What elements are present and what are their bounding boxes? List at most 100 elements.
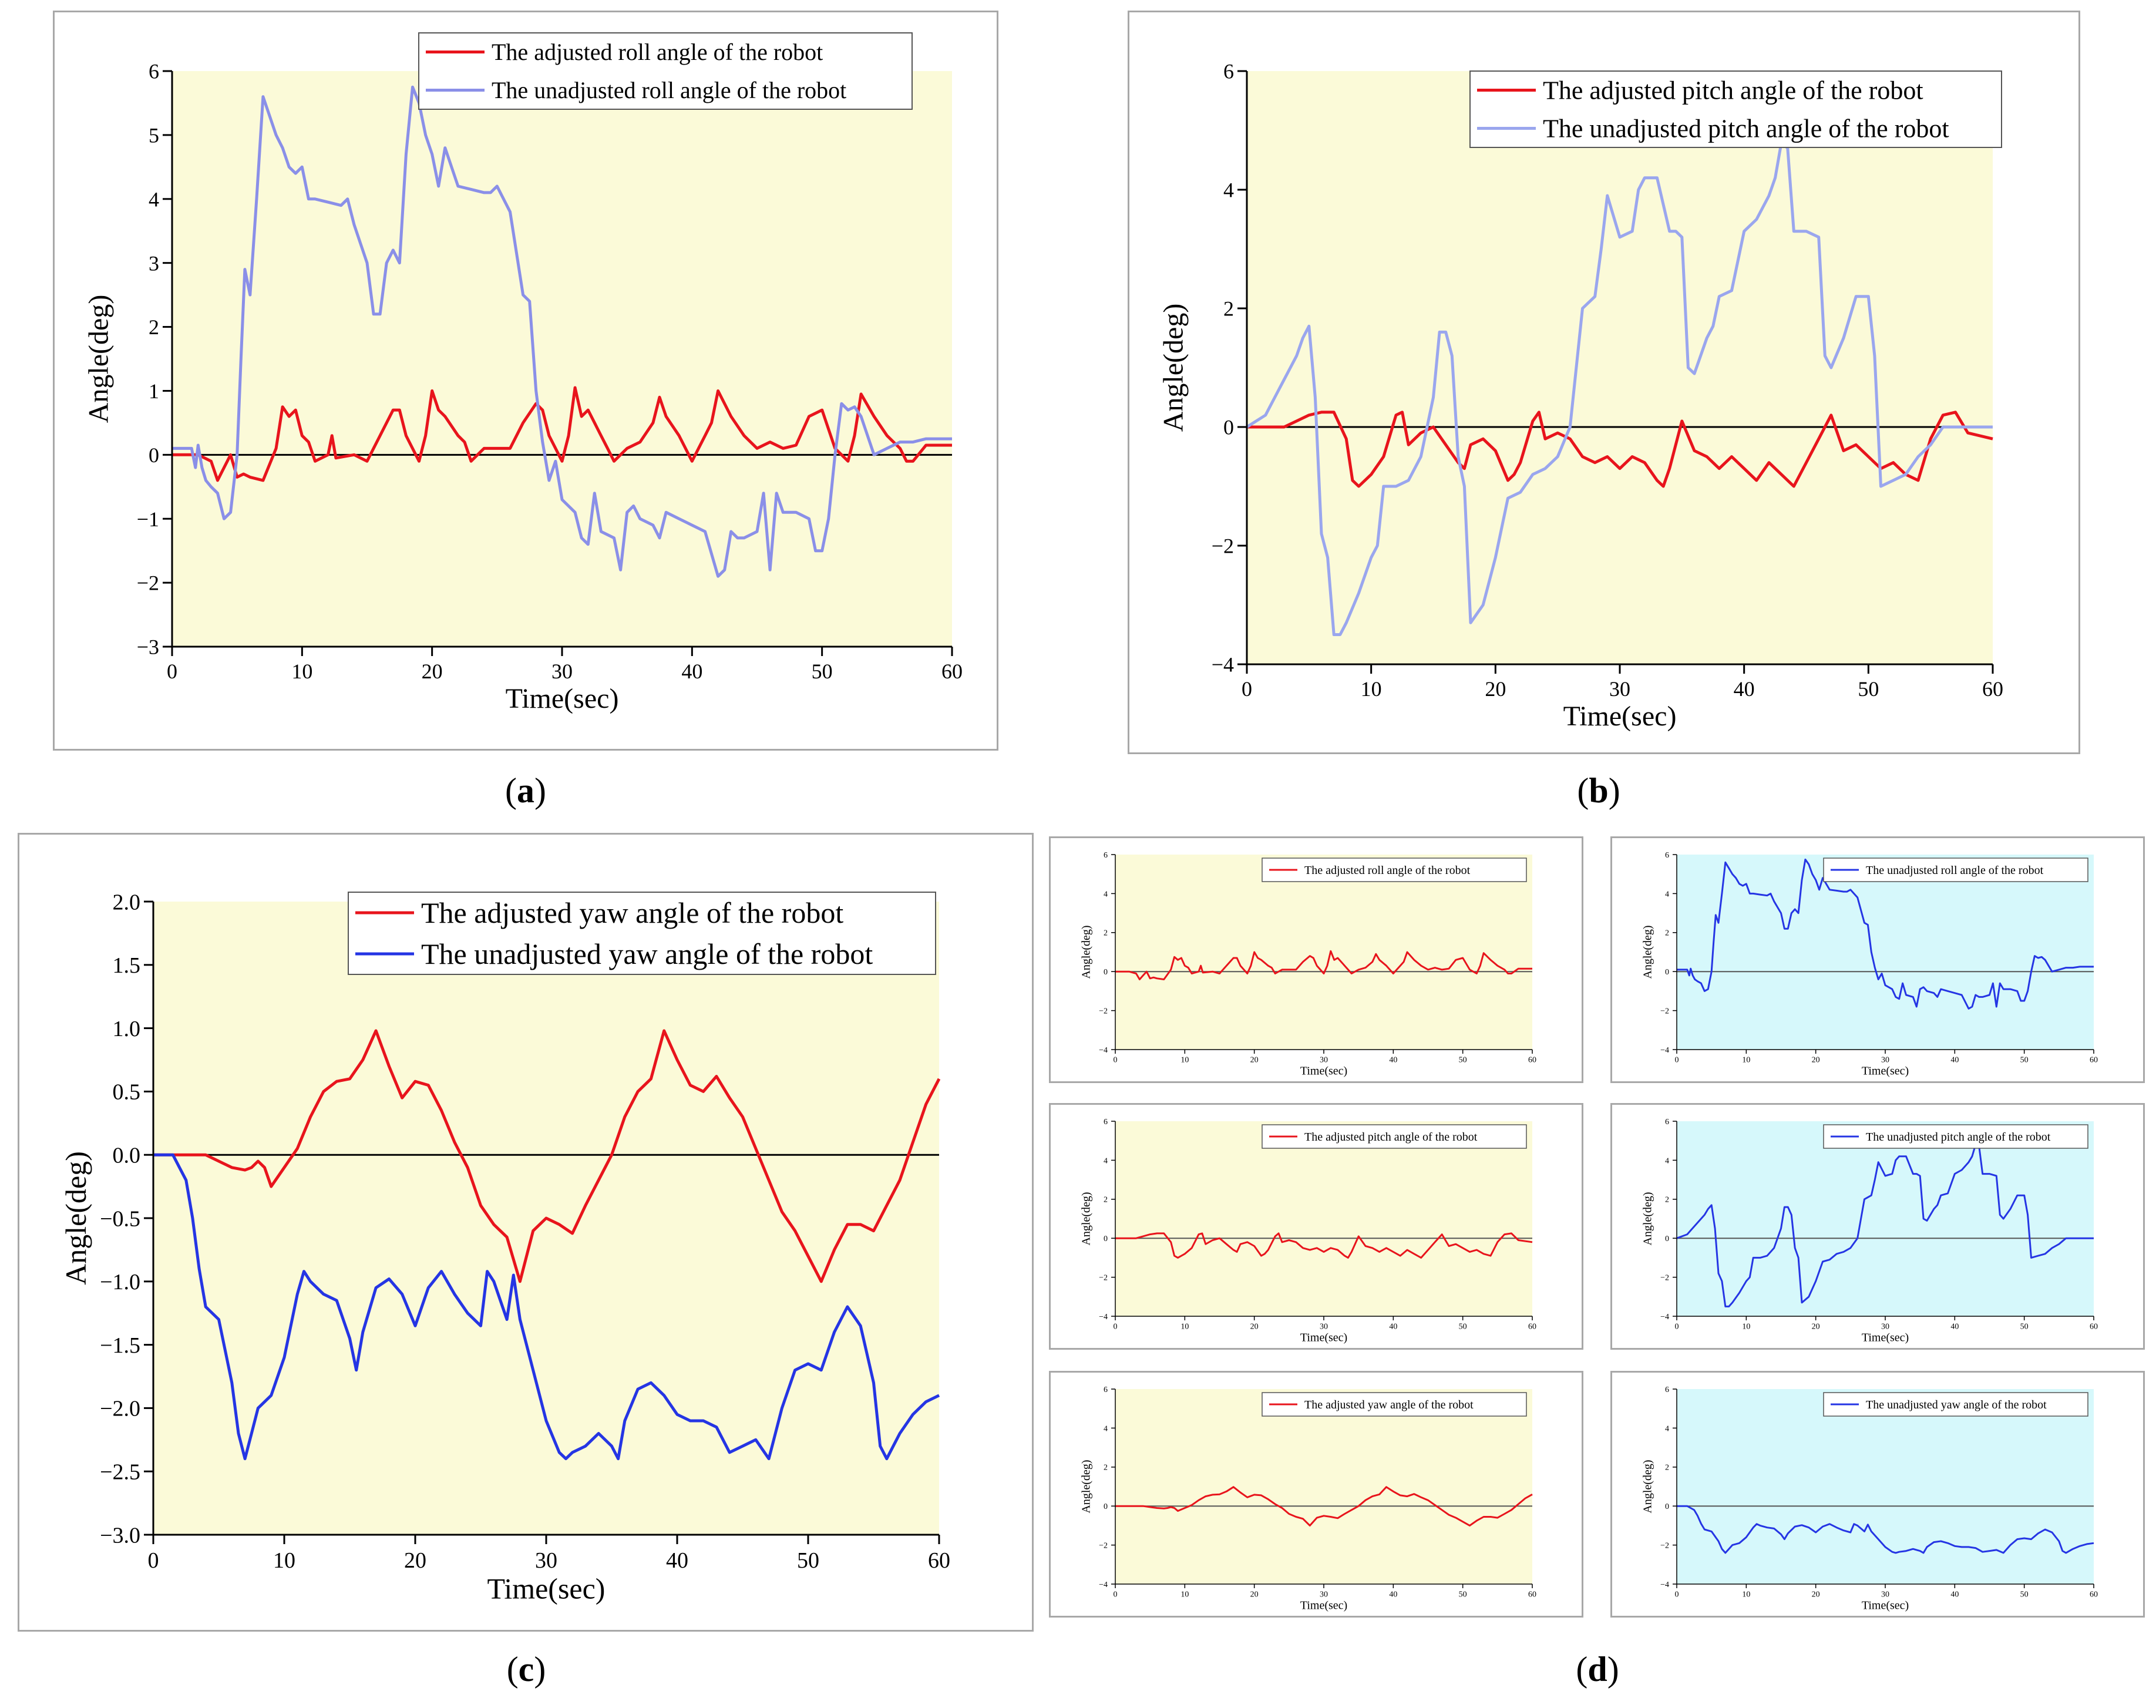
y-tick-label: −2 [137,571,159,595]
x-tick-label: 40 [1734,677,1755,701]
y-tick-label: 2 [1665,929,1669,938]
legend-label-1: The adjusted roll angle of the robot [492,39,823,65]
x-tick-label: 40 [1389,1591,1397,1599]
legend-box [1823,1392,2088,1417]
y-tick-label: −4 [1660,1313,1669,1322]
panel-d3: 0 10 20 30 40 50 60 −4 −2 0 2 4 6 Time(sec) Angle(deg)… [1049,1103,1583,1350]
y-tick-label: 0 [1104,1502,1108,1511]
y-tick-label: −2 [1212,534,1234,558]
y-tick-label: −4 [1099,1313,1108,1322]
x-tick-label: 60 [1982,677,2003,701]
y-tick-label: 6 [1665,1118,1669,1127]
x-tick-label: 50 [797,1548,819,1573]
panel-b: 0 10 20 30 40 50 60 −4 −2 0 2 4 6 Time(sec) Angle(deg)… [1128,11,2080,754]
x-tick-label: 0 [167,660,177,683]
x-tick-label: 40 [1950,1591,1959,1599]
x-tick-label: 40 [666,1548,688,1573]
y-tick-label: 2 [1104,929,1108,938]
x-tick-label: 0 [1114,1056,1118,1065]
legend-label-1: The adjusted yaw angle of the robot [1304,1398,1474,1411]
y-tick-label: −3 [137,636,159,659]
x-axis-label: Time(sec) [1563,701,1677,732]
plot-area [1677,1389,2094,1584]
x-tick-label: 40 [1950,1323,1959,1332]
legend-label-2: The unadjusted roll angle of the robot [492,77,846,103]
x-tick-label: 20 [1485,677,1506,701]
caption-c-letter: c [518,1650,534,1689]
y-tick-label: 2.0 [113,890,141,914]
chart-d4: 0 10 20 30 40 50 60 −4 −2 0 2 4 6 Time(sec) Angle(deg)… [1642,1118,2098,1344]
x-tick-label: 20 [1812,1323,1820,1332]
legend-box [1262,1392,1527,1417]
legend-box [1823,1124,2088,1149]
y-axis-label: Angle(deg) [83,295,114,423]
x-tick-label: 40 [1389,1323,1397,1332]
legend-label-1: The unadjusted yaw angle of the robot [1866,1398,2047,1411]
series-line-1 [172,386,952,482]
series-line-1 [1247,411,1993,488]
y-tick-label: 4 [1104,1156,1108,1165]
y-axis-label: Angle(deg) [59,1151,92,1285]
x-tick-label: 0 [1114,1591,1118,1599]
x-tick-label: 50 [2020,1056,2029,1065]
x-tick-label: 50 [812,660,833,683]
series-line-1 [1115,1232,1533,1259]
series-line-2 [153,1153,940,1461]
caption-b-letter: b [1589,771,1609,810]
y-tick-label: −2 [1099,1007,1108,1016]
legend-box [1262,1124,1527,1149]
caption-c: (c) [506,1650,546,1689]
x-axis-label: Time(sec) [506,683,619,714]
x-tick-label: 20 [1812,1591,1820,1599]
x-axis-label: Time(sec) [1300,1065,1347,1078]
y-tick-label: 6 [1104,851,1108,860]
x-tick-label: 20 [422,660,443,683]
legend-label-2: The unadjusted pitch angle of the robot [1543,114,1949,143]
y-tick-label: −2 [1099,1542,1108,1551]
x-tick-label: 30 [535,1548,557,1573]
y-tick-label: 0 [1104,1235,1108,1243]
x-tick-label: 30 [1320,1591,1328,1599]
x-tick-label: 60 [2090,1056,2098,1065]
y-tick-label: 6 [1223,60,1234,83]
x-tick-label: 30 [1881,1323,1889,1332]
x-tick-label: 60 [1528,1591,1536,1599]
chart-d1: 0 10 20 30 40 50 60 −4 −2 0 2 4 6 Time(sec) Angle(deg)… [1080,851,1536,1078]
y-tick-label: 0 [1665,968,1669,977]
x-tick-label: 20 [1250,1591,1259,1599]
chart-a: 0 10 20 30 40 50 60 −3 −2 −1 0 1 2 3 4 5 6 Time(sec) Angle… [83,32,963,714]
x-tick-label: 30 [1881,1056,1889,1065]
x-tick-label: 50 [1858,677,1879,701]
legend-label-1: The adjusted yaw angle of the robot [421,896,843,929]
x-tick-label: 0 [148,1548,159,1573]
y-tick-label: −1 [137,507,159,531]
x-axis-label: Time(sec) [1300,1332,1347,1344]
x-tick-label: 30 [551,660,573,683]
panel-d1: 0 10 20 30 40 50 60 −4 −2 0 2 4 6 Time(sec) Angle(deg)… [1049,836,1583,1083]
y-tick-label: −2.5 [100,1460,140,1485]
plot-area [1115,855,1532,1050]
series-line-1 [1115,950,1532,980]
caption-a-letter: a [517,771,534,810]
x-tick-label: 0 [1675,1591,1679,1599]
legend-box [1469,70,2002,148]
x-tick-label: 10 [1742,1323,1750,1332]
x-tick-label: 50 [1459,1323,1467,1332]
y-tick-label: 2 [1223,297,1234,321]
y-tick-label: 1.0 [113,1017,141,1041]
y-axis-label: Angle(deg) [1080,1460,1093,1513]
x-tick-label: 60 [941,660,963,683]
y-tick-label: 0.5 [113,1080,141,1105]
legend-label-1: The adjusted roll angle of the robot [1304,864,1471,877]
y-tick-label: 0 [1665,1235,1669,1243]
legend-label-1: The adjusted pitch angle of the robot [1543,76,1923,105]
y-tick-label: −2 [1660,1542,1669,1551]
x-tick-label: 0 [1242,677,1252,701]
y-tick-label: 5 [149,123,159,147]
x-tick-label: 50 [1459,1056,1467,1065]
y-tick-label: −2.0 [100,1397,140,1421]
y-tick-label: 1 [149,379,159,403]
chart-d6: 0 10 20 30 40 50 60 −4 −2 0 2 4 6 Time(sec) Angle(deg)… [1642,1386,2098,1612]
x-tick-label: 10 [1742,1056,1750,1065]
chart-c: 0 10 20 30 40 50 60 −3.0 −2.5 −2.0 −1.5 −1.0 −0.5 0.0… [59,890,950,1605]
